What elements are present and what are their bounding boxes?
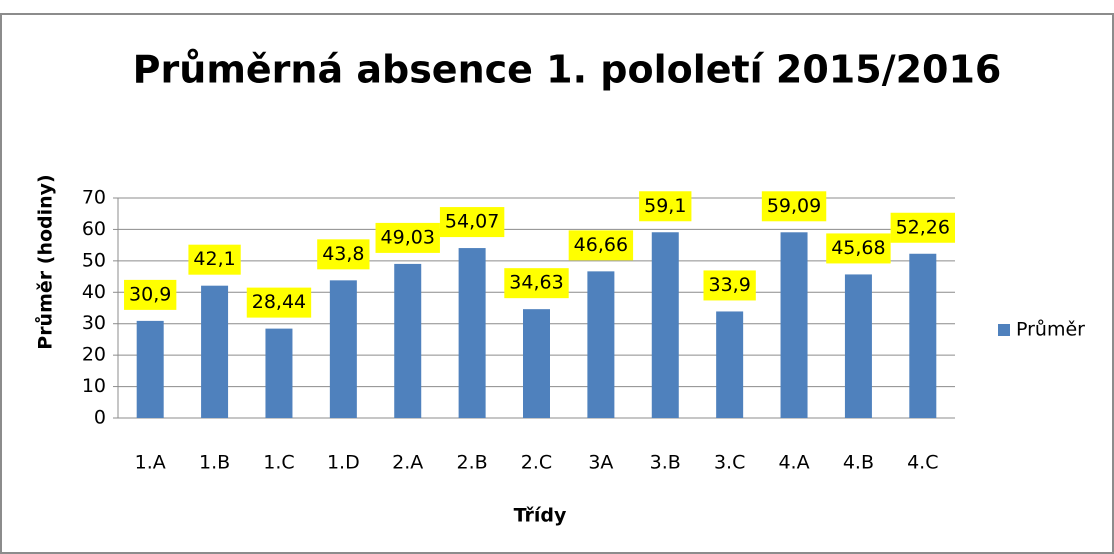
x-tick-label: 3.B xyxy=(650,452,681,474)
y-tick-label: 0 xyxy=(94,407,106,429)
x-tick-label: 2.B xyxy=(457,452,488,474)
data-label-bg xyxy=(317,239,370,270)
chart-title: Průměrná absence 1. pololetí 2015/2016 xyxy=(133,48,1002,92)
data-label-bg xyxy=(639,191,692,222)
y-tick-label: 20 xyxy=(82,344,106,366)
y-tick-label: 40 xyxy=(82,281,106,303)
data-label: 59,09 xyxy=(767,195,821,217)
bar xyxy=(909,253,937,418)
x-tick-label: 4.B xyxy=(843,452,874,474)
data-label-bg xyxy=(124,279,177,310)
data-label-bg xyxy=(375,222,440,253)
data-label: 59,1 xyxy=(644,195,686,217)
x-tick-label: 2.C xyxy=(521,452,552,474)
x-axis-title: Třídy xyxy=(514,505,567,527)
bar xyxy=(844,274,872,418)
data-label: 30,9 xyxy=(129,283,171,305)
bar xyxy=(329,280,357,418)
y-tick-label: 10 xyxy=(82,375,106,397)
legend-label: Průměr xyxy=(1016,319,1085,341)
bar xyxy=(587,271,615,418)
data-label-bg xyxy=(890,212,956,243)
data-label: 28,44 xyxy=(252,291,306,313)
y-tick-label: 50 xyxy=(82,249,106,271)
data-label-bg xyxy=(568,230,634,261)
x-tick-label: 1.B xyxy=(199,452,230,474)
data-label-bg xyxy=(504,268,569,299)
data-label-bg xyxy=(439,207,505,238)
data-label: 34,63 xyxy=(509,272,563,294)
x-tick-label: 3A xyxy=(588,452,613,474)
bar xyxy=(136,320,164,418)
bar xyxy=(523,309,550,418)
y-tick-label: 60 xyxy=(82,218,106,240)
x-tick-label: 4.A xyxy=(778,452,809,474)
data-label-bg xyxy=(703,270,756,301)
legend-marker xyxy=(998,324,1010,336)
data-label-bg xyxy=(246,287,312,318)
bar xyxy=(780,232,808,418)
data-label-bg xyxy=(188,244,241,275)
data-label-bg xyxy=(826,233,891,264)
data-label: 52,26 xyxy=(896,216,950,238)
x-tick-label: 2.A xyxy=(392,452,423,474)
data-label-bg xyxy=(761,191,827,222)
bar xyxy=(716,311,744,418)
y-axis-title: Průměr (hodiny) xyxy=(34,174,57,349)
x-tick-label: 1.D xyxy=(327,452,360,474)
x-tick-label: 3.C xyxy=(714,452,745,474)
data-label: 42,1 xyxy=(193,248,235,270)
data-label: 45,68 xyxy=(831,237,885,259)
data-label: 33,9 xyxy=(708,274,750,296)
x-tick-label: 1.C xyxy=(263,452,294,474)
x-tick-label: 4.C xyxy=(907,452,938,474)
data-label: 54,07 xyxy=(445,211,499,233)
x-tick-label: 1.A xyxy=(135,452,166,474)
data-label: 49,03 xyxy=(381,226,435,248)
data-label: 46,66 xyxy=(574,234,628,256)
data-label: 43,8 xyxy=(322,243,364,265)
bar xyxy=(201,285,229,418)
y-tick-label: 30 xyxy=(82,312,106,334)
bar xyxy=(458,248,486,418)
bar xyxy=(651,232,679,418)
y-tick-label: 70 xyxy=(82,187,106,209)
bar xyxy=(394,263,422,418)
bar xyxy=(265,328,293,418)
